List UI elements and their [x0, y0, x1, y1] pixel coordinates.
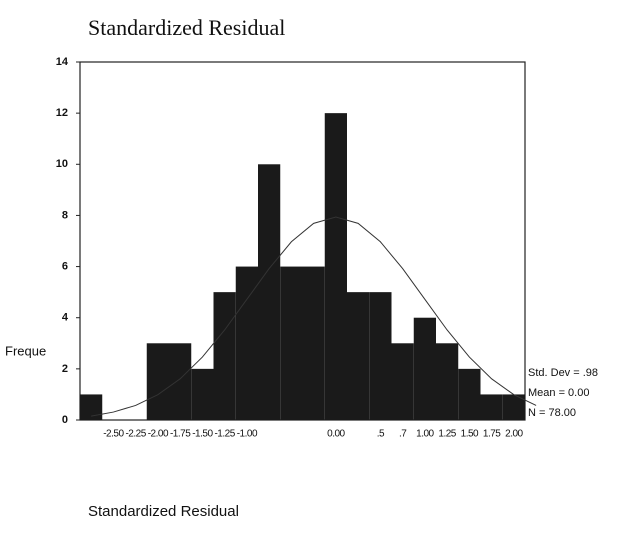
y-axis-label: Freque: [5, 343, 46, 358]
bar: [280, 267, 302, 420]
x-tick-label: -1.75: [170, 429, 191, 440]
bar: [191, 369, 213, 420]
bar: [481, 394, 503, 420]
page: Standardized Residual Standardized Resid…: [0, 0, 637, 548]
x-tick-label: 1.00: [416, 429, 434, 440]
x-tick-label: 1.75: [483, 429, 501, 440]
y-tick-label: 14: [56, 56, 69, 68]
bar: [436, 343, 458, 420]
x-tick-label: .7: [399, 429, 407, 440]
x-tick-label: 1.25: [438, 429, 456, 440]
bar: [325, 113, 347, 420]
stat-label: Std. Dev = .98: [528, 367, 598, 379]
x-tick-label: -1.00: [237, 429, 258, 440]
x-tick-label: -2.00: [148, 429, 169, 440]
bar: [458, 369, 480, 420]
bar: [214, 292, 236, 420]
x-tick-label: -1.50: [192, 429, 213, 440]
bar: [147, 343, 169, 420]
y-tick-label: 10: [56, 158, 68, 170]
stat-label: N = 78.00: [528, 407, 576, 419]
y-tick-label: 2: [62, 363, 68, 375]
y-tick-label: 0: [62, 414, 68, 426]
bar: [169, 343, 191, 420]
x-tick-label: -1.25: [214, 429, 235, 440]
x-tick-label: 2.00: [505, 429, 523, 440]
bar: [347, 292, 369, 420]
stat-label: Mean = 0.00: [528, 387, 589, 399]
x-axis-label: Standardized Residual: [88, 503, 239, 520]
bar: [414, 318, 436, 420]
bar: [369, 292, 391, 420]
y-tick-label: 12: [56, 107, 68, 119]
x-tick-label: 1.50: [461, 429, 479, 440]
x-tick-label: -2.25: [125, 429, 146, 440]
y-tick-label: 4: [62, 312, 69, 324]
bar: [236, 267, 258, 420]
bar: [258, 164, 280, 420]
bar: [303, 267, 325, 420]
chart-title: Standardized Residual: [88, 15, 285, 40]
y-tick-label: 8: [62, 209, 68, 221]
x-tick-label: -2.50: [103, 429, 124, 440]
chart: Standardized Residual Standardized Resid…: [0, 0, 637, 548]
y-tick-label: 6: [62, 260, 68, 272]
x-tick-label: 0.00: [327, 429, 345, 440]
x-tick-label: .5: [377, 429, 385, 440]
bar: [392, 343, 414, 420]
